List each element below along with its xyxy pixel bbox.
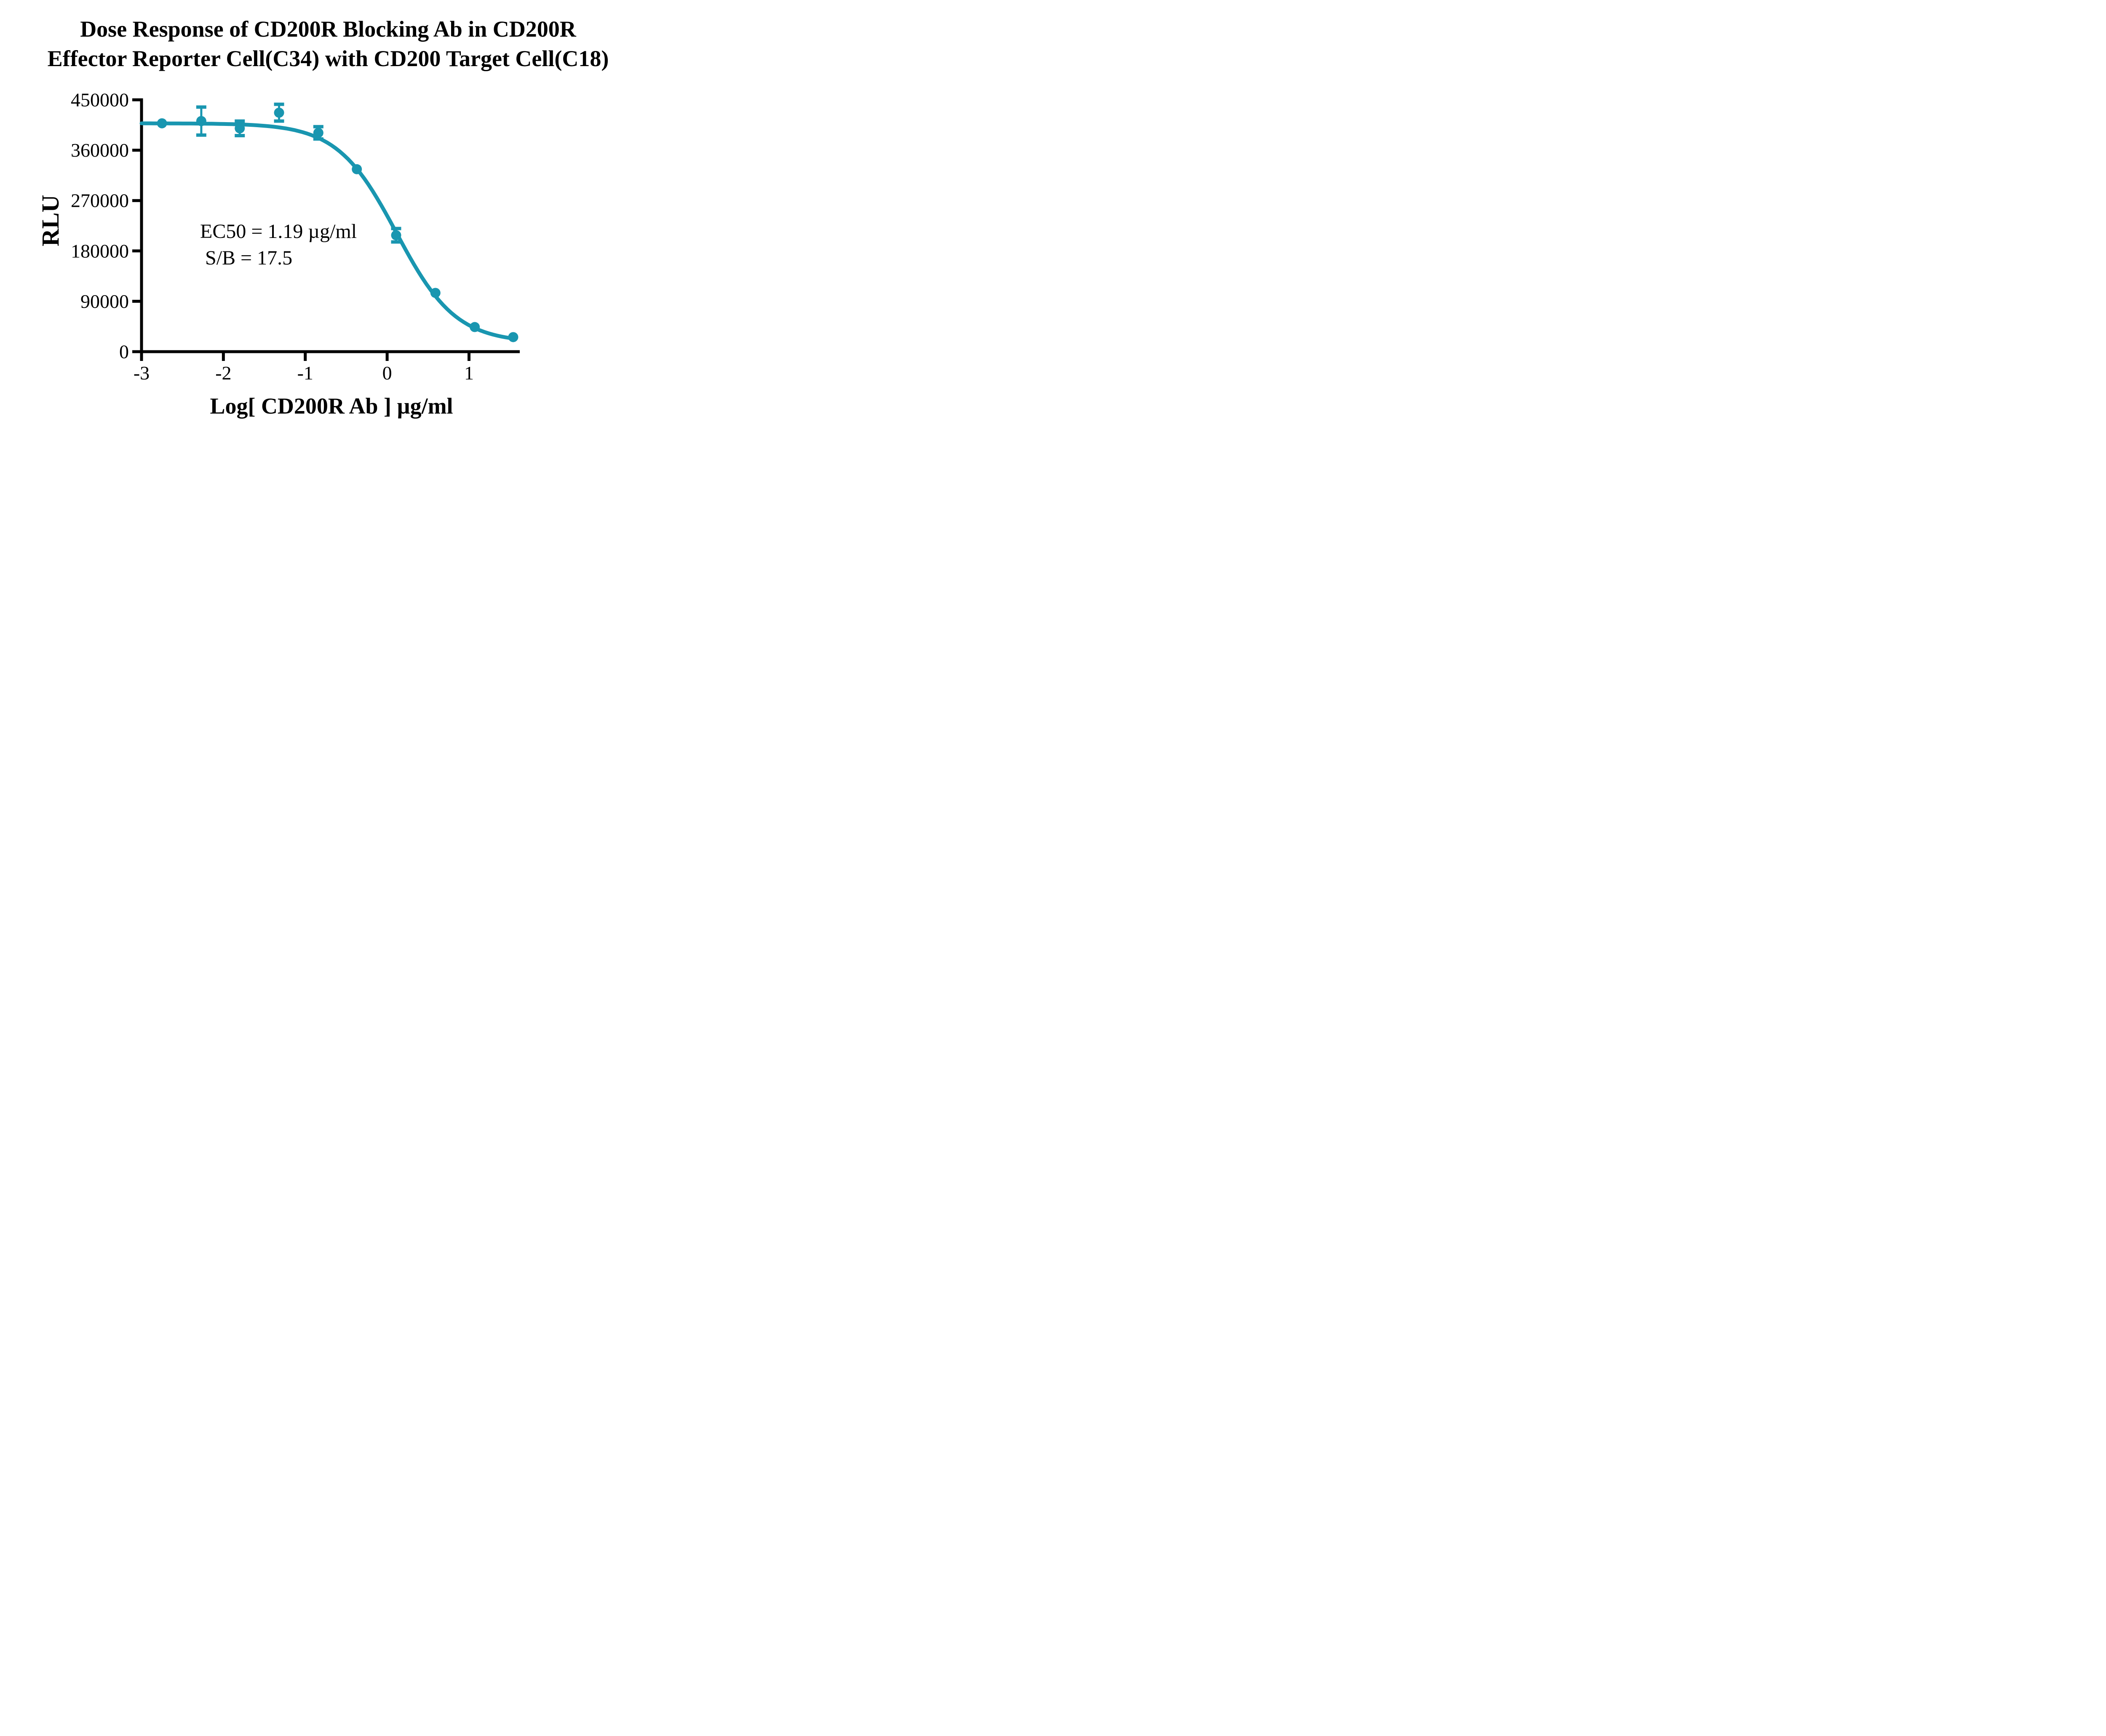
data-point bbox=[508, 332, 518, 342]
x-tick-label: 1 bbox=[464, 362, 474, 384]
data-point bbox=[470, 322, 480, 332]
dose-response-figure: Dose Response of CD200R Blocking Ab in C… bbox=[0, 0, 656, 434]
data-point bbox=[235, 123, 245, 134]
chart-title-line2: Effector Reporter Cell(C34) with CD200 T… bbox=[47, 46, 609, 71]
data-point bbox=[391, 230, 401, 240]
y-tick-label: 90000 bbox=[80, 291, 129, 312]
y-tick-label: 180000 bbox=[71, 240, 129, 262]
data-point bbox=[196, 116, 206, 126]
data-point bbox=[313, 128, 323, 138]
fit-curve bbox=[139, 121, 515, 341]
y-tick-label: 450000 bbox=[71, 89, 129, 111]
data-point bbox=[430, 288, 441, 298]
x-tick-label: 0 bbox=[382, 362, 392, 384]
x-tick-label: -3 bbox=[134, 362, 150, 384]
y-tick-label: 0 bbox=[119, 341, 129, 363]
x-tick-label: -2 bbox=[215, 362, 231, 384]
x-tick-label: -1 bbox=[297, 362, 313, 384]
x-axis-title: Log[ CD200R Ab ] µg/ml bbox=[210, 393, 453, 419]
fit-annotation: EC50 = 1.19 µg/ml S/B = 17.5 bbox=[200, 218, 357, 271]
data-point bbox=[352, 164, 362, 174]
ec50-annotation: EC50 = 1.19 µg/ml bbox=[200, 220, 357, 243]
data-point bbox=[274, 107, 284, 118]
sb-annotation: S/B = 17.5 bbox=[205, 247, 293, 269]
chart-title: Dose Response of CD200R Blocking Ab in C… bbox=[0, 14, 656, 73]
y-tick-label: 270000 bbox=[71, 190, 129, 211]
data-point bbox=[157, 118, 167, 128]
plot-area: 0 90000 180000 270000 360000 450000 -3 -2 -1 0 1 bbox=[71, 89, 520, 384]
chart-title-line1: Dose Response of CD200R Blocking Ab in C… bbox=[80, 16, 576, 42]
y-tick-label: 360000 bbox=[71, 139, 129, 161]
